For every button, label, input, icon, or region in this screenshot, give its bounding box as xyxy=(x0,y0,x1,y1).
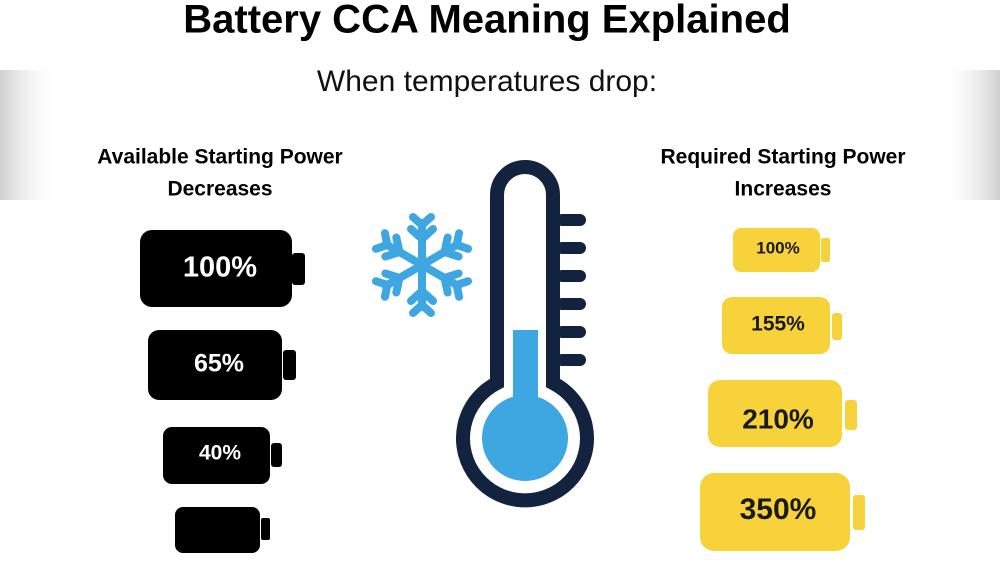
thermometer-ticks xyxy=(556,214,586,366)
battery xyxy=(175,507,260,553)
thermometer-bulb xyxy=(482,395,568,481)
battery-label: 210% xyxy=(742,403,814,434)
subtitle: When temperatures drop: xyxy=(317,65,657,98)
battery xyxy=(700,473,850,551)
battery-terminal xyxy=(853,495,865,530)
thermometer xyxy=(456,160,594,508)
snowflake xyxy=(375,213,469,313)
battery xyxy=(733,228,820,272)
left-heading: Available Starting Power xyxy=(97,146,342,169)
battery-terminal xyxy=(845,400,857,430)
battery-label: 40% xyxy=(199,442,241,465)
title: Battery CCA Meaning Explained xyxy=(183,0,791,42)
battery-label: 155% xyxy=(751,313,805,336)
battery-label: 65% xyxy=(194,350,244,378)
right-heading: Required Starting Power xyxy=(660,146,905,169)
edge-shade xyxy=(940,70,1000,200)
right-batteries xyxy=(700,228,865,551)
battery-terminal xyxy=(832,313,842,340)
battery xyxy=(163,427,270,484)
battery-label: 100% xyxy=(756,238,799,257)
battery xyxy=(708,380,842,447)
battery-label: 350% xyxy=(740,493,817,526)
battery-terminal xyxy=(271,443,282,467)
battery-label: 100% xyxy=(183,252,257,284)
battery-terminal xyxy=(261,518,270,540)
left-heading: Decreases xyxy=(167,178,272,201)
battery-terminal xyxy=(292,253,305,285)
battery xyxy=(722,297,830,354)
right-heading: Increases xyxy=(735,178,832,201)
battery-terminal xyxy=(283,350,296,380)
left-batteries xyxy=(140,230,305,553)
battery xyxy=(140,230,292,307)
battery xyxy=(148,330,282,400)
battery-terminal xyxy=(821,238,830,262)
edge-shade xyxy=(0,70,60,200)
